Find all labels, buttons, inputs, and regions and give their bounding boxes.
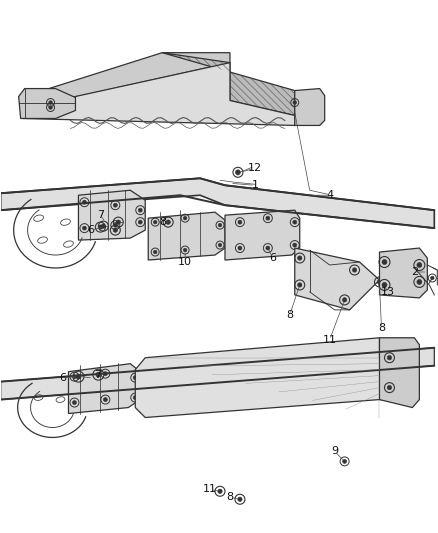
Circle shape [95, 372, 101, 377]
Circle shape [138, 220, 142, 224]
Circle shape [416, 263, 421, 268]
Circle shape [113, 203, 117, 207]
Circle shape [113, 228, 117, 232]
Polygon shape [294, 88, 324, 125]
Circle shape [82, 200, 86, 204]
Circle shape [352, 268, 356, 272]
Polygon shape [224, 210, 299, 260]
Polygon shape [1, 348, 433, 400]
Circle shape [133, 376, 137, 379]
Circle shape [237, 220, 241, 224]
Circle shape [265, 246, 269, 250]
Text: 8: 8 [286, 310, 293, 320]
Circle shape [430, 276, 433, 280]
Circle shape [237, 246, 241, 250]
Circle shape [218, 223, 221, 227]
Polygon shape [78, 190, 145, 240]
Polygon shape [21, 53, 230, 109]
Text: 12: 12 [247, 163, 261, 173]
Text: 6: 6 [59, 373, 66, 383]
Circle shape [103, 372, 107, 376]
Text: 8: 8 [377, 323, 384, 333]
Text: 11: 11 [322, 335, 336, 345]
Circle shape [76, 374, 81, 379]
Circle shape [72, 401, 76, 405]
Circle shape [416, 279, 421, 285]
Text: 6: 6 [87, 225, 94, 235]
Polygon shape [21, 63, 294, 125]
Circle shape [113, 223, 117, 227]
Circle shape [49, 106, 52, 109]
Text: 7: 7 [94, 370, 101, 379]
Circle shape [153, 251, 157, 254]
Polygon shape [68, 364, 140, 414]
Circle shape [138, 208, 142, 212]
Circle shape [116, 220, 120, 224]
Polygon shape [378, 248, 426, 298]
Circle shape [82, 226, 86, 230]
Circle shape [72, 375, 76, 378]
Circle shape [376, 280, 381, 284]
Circle shape [183, 248, 187, 252]
Polygon shape [18, 88, 75, 118]
Circle shape [101, 224, 105, 228]
Polygon shape [148, 212, 224, 260]
Circle shape [342, 459, 346, 463]
Text: 13: 13 [380, 287, 394, 297]
Circle shape [297, 282, 301, 287]
Circle shape [292, 101, 296, 104]
Circle shape [166, 220, 170, 224]
Circle shape [265, 216, 269, 220]
Circle shape [292, 243, 296, 247]
Circle shape [386, 385, 391, 390]
Circle shape [49, 101, 52, 104]
Circle shape [103, 398, 107, 401]
Text: 9: 9 [330, 447, 337, 456]
Circle shape [342, 298, 346, 302]
Polygon shape [135, 338, 394, 417]
Circle shape [98, 225, 102, 229]
Text: 7: 7 [97, 210, 104, 220]
Text: 2: 2 [410, 267, 417, 277]
Polygon shape [162, 53, 294, 116]
Circle shape [218, 243, 221, 247]
Text: 6: 6 [269, 253, 276, 263]
Circle shape [153, 220, 157, 224]
Text: 8: 8 [226, 492, 233, 502]
Text: 1: 1 [251, 180, 258, 190]
Circle shape [235, 170, 240, 175]
Circle shape [133, 395, 137, 400]
Circle shape [237, 497, 242, 502]
Circle shape [183, 216, 187, 220]
Circle shape [217, 489, 222, 494]
Polygon shape [294, 248, 378, 310]
Circle shape [381, 282, 386, 287]
Text: 11: 11 [202, 484, 216, 494]
Polygon shape [1, 178, 433, 228]
Polygon shape [378, 338, 418, 408]
Circle shape [386, 356, 391, 360]
Circle shape [292, 220, 296, 224]
Text: 4: 4 [325, 190, 332, 200]
Text: 8: 8 [159, 217, 166, 227]
Circle shape [381, 260, 386, 264]
Circle shape [297, 256, 301, 260]
Text: 10: 10 [178, 257, 192, 267]
